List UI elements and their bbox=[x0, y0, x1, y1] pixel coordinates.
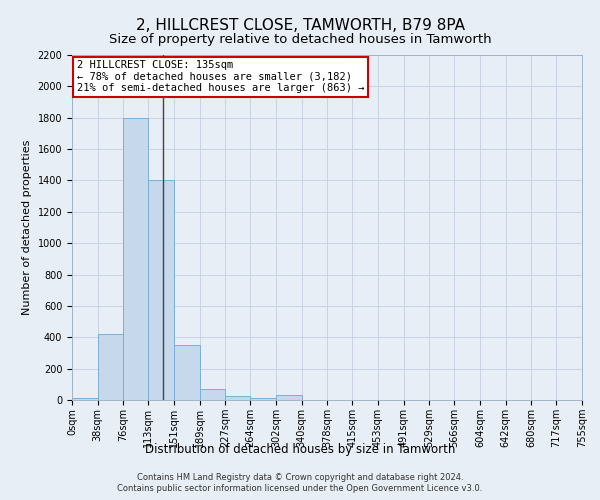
Text: Distribution of detached houses by size in Tamworth: Distribution of detached houses by size … bbox=[145, 442, 455, 456]
Text: Size of property relative to detached houses in Tamworth: Size of property relative to detached ho… bbox=[109, 32, 491, 46]
Bar bbox=[148, 180, 174, 400]
Text: 2, HILLCREST CLOSE, TAMWORTH, B79 8PA: 2, HILLCREST CLOSE, TAMWORTH, B79 8PA bbox=[136, 18, 464, 32]
Text: Contains public sector information licensed under the Open Government Licence v3: Contains public sector information licen… bbox=[118, 484, 482, 493]
Y-axis label: Number of detached properties: Number of detached properties bbox=[22, 140, 32, 315]
Bar bbox=[226, 396, 250, 400]
Bar bbox=[174, 345, 200, 400]
Text: 2 HILLCREST CLOSE: 135sqm
← 78% of detached houses are smaller (3,182)
21% of se: 2 HILLCREST CLOSE: 135sqm ← 78% of detac… bbox=[77, 60, 365, 94]
Text: Contains HM Land Registry data © Crown copyright and database right 2024.: Contains HM Land Registry data © Crown c… bbox=[137, 472, 463, 482]
Bar bbox=[72, 398, 98, 400]
Bar bbox=[200, 389, 226, 400]
Bar bbox=[98, 334, 124, 400]
Bar bbox=[276, 396, 302, 400]
Bar bbox=[250, 398, 276, 400]
Bar bbox=[124, 118, 148, 400]
